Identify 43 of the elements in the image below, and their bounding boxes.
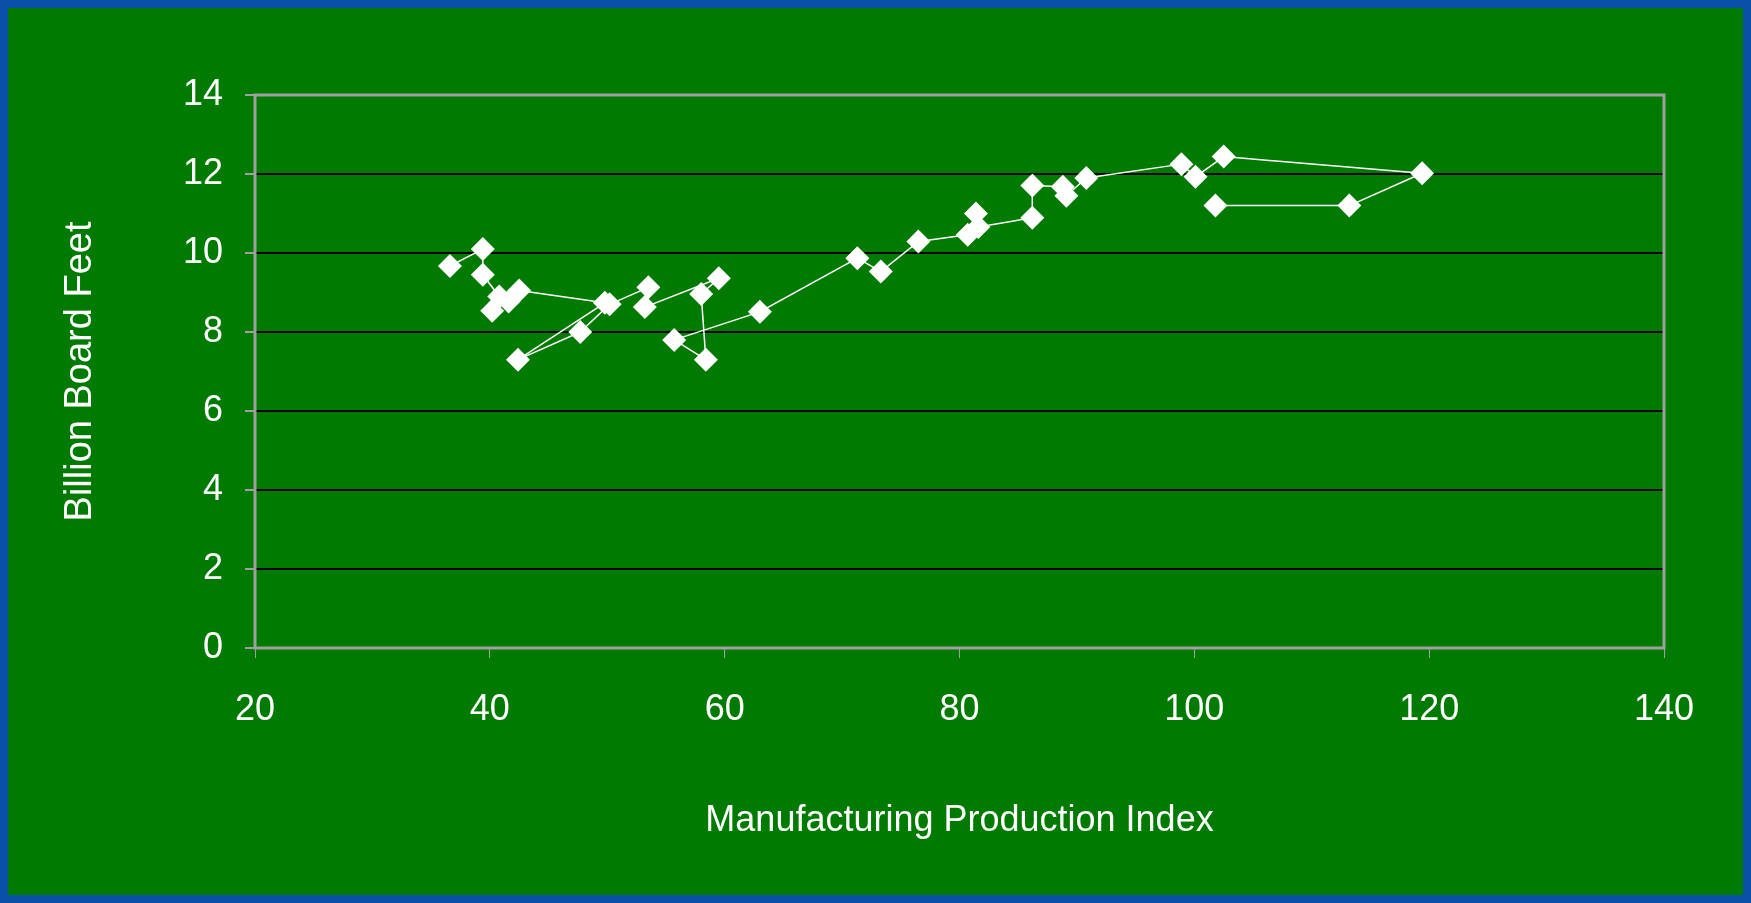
- point: [1183, 164, 1208, 189]
- point: [470, 237, 495, 262]
- point: [506, 347, 531, 372]
- point: [1211, 144, 1236, 169]
- point: [507, 278, 532, 303]
- x-tick-label: 80: [939, 686, 980, 728]
- y-tick-label: 2: [202, 545, 223, 587]
- x-tick-label: 120: [1399, 686, 1460, 728]
- point: [568, 320, 593, 344]
- x-tick-label: 60: [704, 686, 745, 728]
- point: [636, 275, 661, 300]
- point: [689, 282, 714, 307]
- point: [480, 298, 505, 323]
- y-tick-label: 10: [182, 229, 223, 271]
- y-tick-label: 6: [202, 387, 223, 429]
- x-tick-label: 140: [1633, 686, 1695, 728]
- y-tick-label: 4: [202, 466, 223, 508]
- y-tick-label: 14: [182, 71, 223, 113]
- point: [1020, 173, 1045, 198]
- y-tick-label: 0: [202, 624, 223, 666]
- point: [706, 266, 731, 291]
- point: [1074, 165, 1099, 190]
- x-tick-label: 100: [1164, 686, 1225, 728]
- point: [632, 295, 657, 320]
- point: [906, 229, 931, 254]
- point: [845, 246, 870, 271]
- point: [747, 299, 772, 324]
- x-tick-label: 20: [234, 686, 276, 728]
- point: [662, 327, 687, 352]
- x-axis-title: Manufacturing Production Index: [705, 798, 1214, 840]
- point: [1203, 193, 1228, 218]
- point: [1169, 152, 1194, 177]
- y-tick-label: 8: [202, 308, 223, 350]
- point: [693, 347, 718, 372]
- point: [470, 262, 495, 287]
- y-axis-title: Billion Board Feet: [57, 221, 100, 522]
- point: [1410, 161, 1435, 186]
- point: [1020, 205, 1045, 230]
- y-tick-label: 12: [182, 150, 223, 192]
- point: [437, 254, 462, 279]
- point: [1337, 193, 1362, 218]
- point: [868, 259, 893, 284]
- x-tick-label: 40: [469, 686, 510, 728]
